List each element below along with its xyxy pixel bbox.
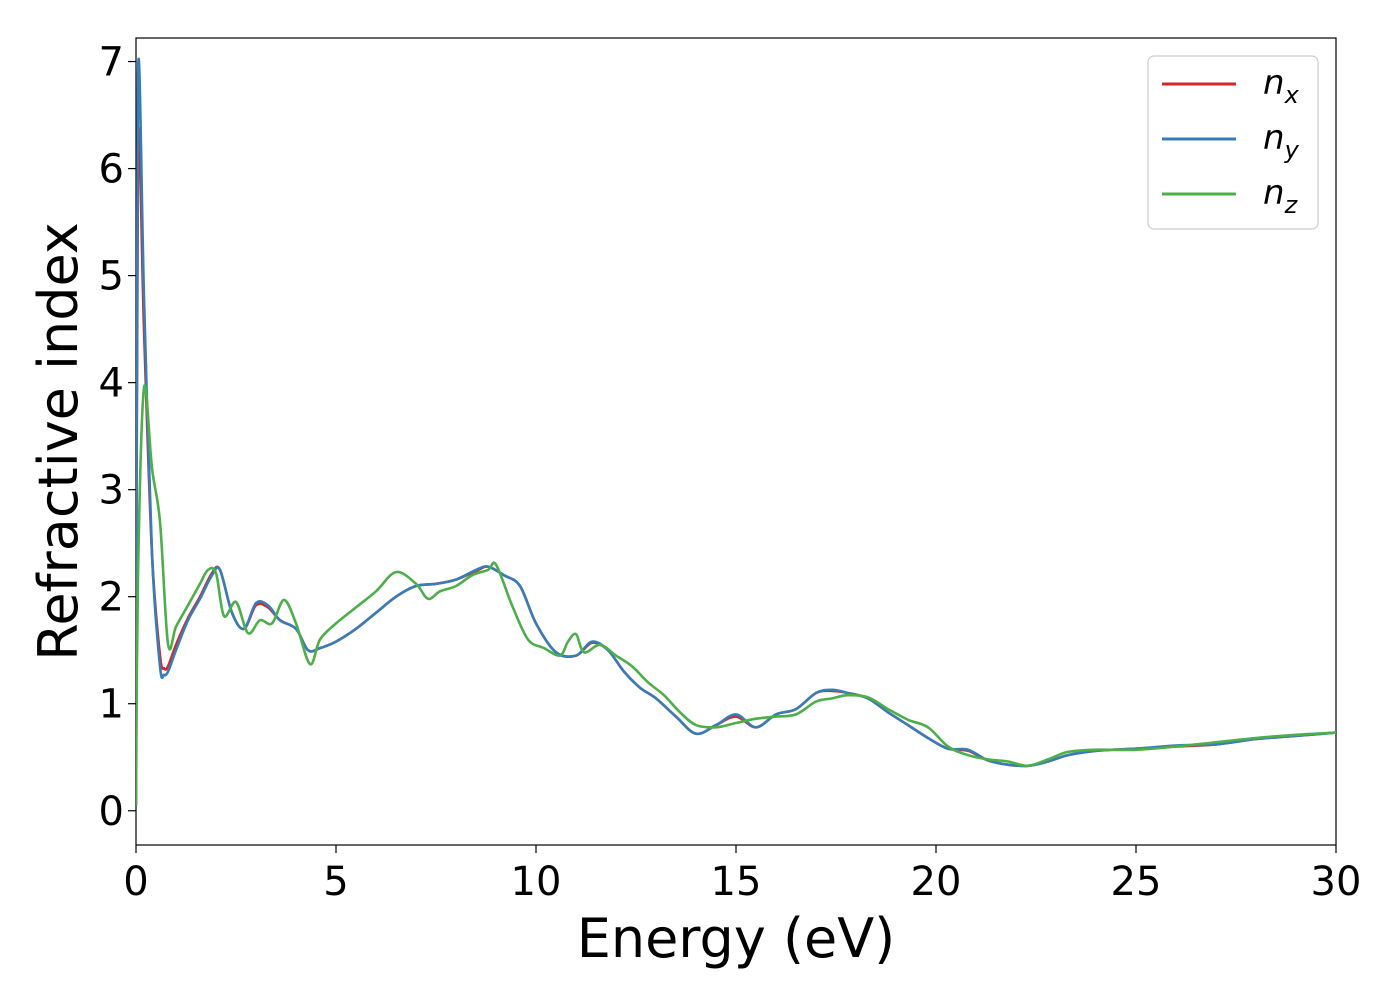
- x-tick-label: 15: [711, 859, 762, 905]
- y-tick-label: 0: [99, 789, 124, 835]
- legend-box: [1147, 55, 1319, 230]
- y-axis: 0 1 2 3 4 5 6 7: [99, 40, 136, 835]
- x-tick-label: 25: [1111, 859, 1162, 905]
- x-tick-label: 5: [323, 859, 348, 905]
- y-tick-label: 6: [99, 147, 124, 193]
- y-tick-label: 5: [99, 254, 124, 300]
- legend-label-nz: nz: [1263, 173, 1299, 219]
- x-tick-label: 0: [123, 859, 148, 905]
- y-tick-label: 3: [99, 468, 124, 514]
- x-tick-label: 20: [911, 859, 962, 905]
- legend-label-ny: ny: [1263, 118, 1300, 164]
- y-axis-title: Refractive index: [27, 222, 90, 661]
- y-tick-label: 7: [99, 40, 124, 86]
- x-tick-label: 30: [1311, 859, 1362, 905]
- x-axis-title: Energy (eV): [577, 907, 896, 970]
- x-axis: 0 5 10 15 20 25 30: [123, 845, 1361, 905]
- series-line-nx: [136, 127, 1336, 806]
- y-tick-label: 2: [99, 575, 124, 621]
- x-tick-label: 10: [511, 859, 562, 905]
- series-layer: [136, 57, 1336, 806]
- series-line-ny: [136, 57, 1336, 806]
- legend-label-nx: nx: [1263, 63, 1300, 109]
- y-tick-label: 4: [99, 361, 124, 407]
- legend: nx ny nz: [1147, 55, 1319, 230]
- y-tick-label: 1: [99, 682, 124, 728]
- series-line-nz: [136, 384, 1336, 806]
